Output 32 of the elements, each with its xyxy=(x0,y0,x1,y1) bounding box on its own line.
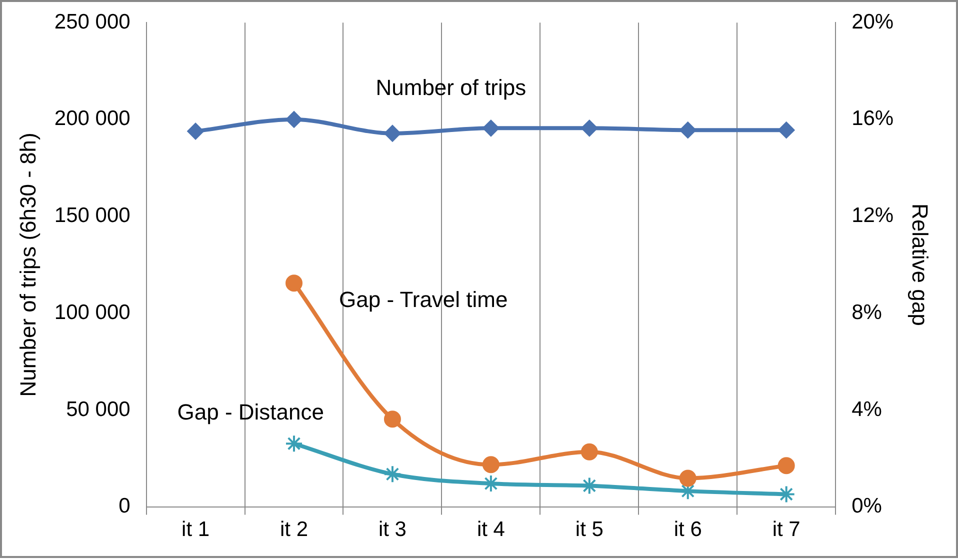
x-tick-label: it 7 xyxy=(772,518,800,542)
y-tick-label: 150 000 xyxy=(54,204,130,228)
point xyxy=(383,465,402,484)
x-tick-label: it 2 xyxy=(280,518,308,542)
point xyxy=(482,456,500,474)
y-tick-label: 250 000 xyxy=(54,10,130,34)
y2-tick-label: 16% xyxy=(852,107,894,130)
point xyxy=(285,434,304,453)
y-tick-label: 50 000 xyxy=(66,398,130,421)
point xyxy=(384,410,401,428)
point xyxy=(580,443,598,460)
y2-tick-label: 20% xyxy=(852,10,894,34)
y-tick-label: 100 000 xyxy=(54,300,130,324)
series-label: Gap - Distance xyxy=(177,400,324,425)
y2-tick-label: 12% xyxy=(852,204,894,228)
x-tick-label: it 3 xyxy=(378,518,406,542)
point xyxy=(286,274,303,292)
x-tick-label: it 1 xyxy=(182,518,210,542)
x-tick-label: it 6 xyxy=(674,518,702,542)
y-tick-label: 200 000 xyxy=(54,107,130,130)
point xyxy=(778,457,795,474)
x-tick-label: it 5 xyxy=(575,518,604,542)
y-tick-label: 0 xyxy=(118,494,130,518)
point xyxy=(679,470,696,487)
y2-tick-label: 4% xyxy=(852,398,882,421)
y2-tick-label: 0% xyxy=(852,494,882,518)
y2-axis-title: Relative gap xyxy=(908,204,933,326)
y2-tick-label: 8% xyxy=(852,300,882,324)
x-tick-label: it 4 xyxy=(476,518,506,542)
y-axis-title: Number of trips (6h30 - 8h) xyxy=(15,132,40,397)
series-label: Number of trips xyxy=(376,75,526,100)
series-label: Gap - Travel time xyxy=(339,287,508,312)
